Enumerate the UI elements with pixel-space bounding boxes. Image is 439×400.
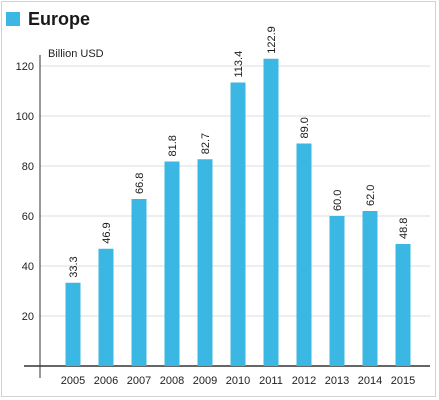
y-tick-label: 100 bbox=[16, 111, 34, 123]
x-tick-label: 2011 bbox=[259, 375, 283, 387]
x-tick-label: 2015 bbox=[391, 375, 415, 387]
data-label: 48.8 bbox=[398, 218, 410, 239]
x-tick-label: 2005 bbox=[61, 375, 85, 387]
y-tick-label: 20 bbox=[22, 311, 34, 323]
data-label: 46.9 bbox=[101, 222, 113, 243]
data-label: 60.0 bbox=[332, 190, 344, 211]
bar-2011 bbox=[263, 58, 279, 366]
bar-2014 bbox=[362, 211, 378, 366]
x-tick-label: 2013 bbox=[325, 375, 349, 387]
y-tick-label: 80 bbox=[22, 161, 34, 173]
bar-2015 bbox=[395, 244, 411, 366]
data-label: 62.0 bbox=[365, 185, 377, 206]
y-tick-label: 60 bbox=[22, 211, 34, 223]
data-label: 66.8 bbox=[134, 173, 146, 194]
bar-2009 bbox=[197, 159, 213, 366]
x-tick-label: 2008 bbox=[160, 375, 184, 387]
data-label: 81.8 bbox=[167, 135, 179, 156]
data-labels: 33.3 46.9 66.8 81.8 82.7 113.4 122.9 89.0 60.0 62… bbox=[68, 26, 410, 278]
bar-2012 bbox=[296, 143, 312, 366]
bar-2010 bbox=[230, 82, 246, 366]
x-tick-label: 2009 bbox=[193, 375, 217, 387]
data-label: 122.9 bbox=[266, 26, 278, 54]
legend-label: Europe bbox=[28, 8, 91, 29]
bars bbox=[65, 58, 411, 366]
y-axis-label: Billion USD bbox=[48, 48, 104, 60]
bar-2008 bbox=[164, 161, 180, 366]
data-label: 33.3 bbox=[68, 256, 80, 277]
x-tick-label: 2014 bbox=[358, 375, 382, 387]
bar-2006 bbox=[98, 248, 114, 366]
x-tick-labels: 2005 2006 2007 2008 2009 2010 2011 2012 2013 2014… bbox=[61, 375, 415, 387]
data-label: 82.7 bbox=[200, 133, 212, 154]
legend-swatch bbox=[6, 12, 20, 26]
y-tick-label: 40 bbox=[22, 261, 34, 273]
legend: Europe bbox=[6, 8, 90, 30]
bar-2013 bbox=[329, 216, 345, 366]
x-tick-label: 2007 bbox=[127, 375, 151, 387]
data-label: 113.4 bbox=[233, 51, 245, 78]
x-tick-label: 2012 bbox=[292, 375, 316, 387]
axes bbox=[24, 55, 430, 378]
x-tick-label: 2010 bbox=[226, 375, 250, 387]
bar-2007 bbox=[131, 199, 147, 366]
y-tick-label: 120 bbox=[16, 61, 34, 73]
data-label: 89.0 bbox=[299, 117, 311, 138]
y-tick-labels: 20 40 60 80 100 120 bbox=[16, 61, 34, 323]
bar-2005 bbox=[65, 282, 81, 366]
x-tick-label: 2006 bbox=[94, 375, 118, 387]
